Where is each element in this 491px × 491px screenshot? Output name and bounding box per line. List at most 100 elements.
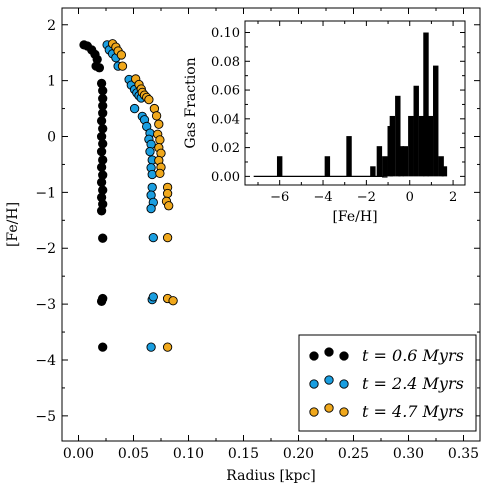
data-point — [148, 292, 158, 302]
histogram-bar — [427, 115, 434, 177]
data-point — [117, 61, 128, 71]
data-point — [98, 139, 108, 149]
y-tick-label: 2 — [47, 18, 56, 34]
histogram-bar — [418, 115, 425, 177]
histogram-bar — [389, 115, 396, 177]
inset-x-tick-label: −4 — [313, 190, 332, 205]
inset-y-tick-label: 0.06 — [211, 84, 240, 99]
data-point — [151, 111, 162, 121]
inset-x-tick-label: −6 — [270, 190, 289, 205]
y-axis-label: [Fe/H] — [5, 202, 21, 247]
histogram-bar — [402, 146, 409, 177]
data-point — [162, 342, 173, 352]
histogram-bar — [276, 156, 283, 177]
histogram-bar — [413, 85, 419, 177]
legend-label: t = 4.7 Myrs — [362, 402, 464, 421]
legend-marker — [309, 379, 319, 389]
data-point — [162, 188, 173, 199]
histogram-bar — [376, 146, 383, 177]
legend-marker — [309, 351, 319, 361]
data-point — [148, 232, 158, 243]
data-point — [98, 86, 108, 96]
data-point — [96, 177, 107, 187]
legend-marker — [324, 347, 334, 357]
data-point — [116, 50, 127, 60]
histogram-bar — [408, 115, 414, 177]
x-tick-label: 0.30 — [393, 446, 424, 462]
data-point — [98, 342, 108, 352]
x-tick-label: 0.15 — [228, 446, 259, 462]
y-tick-label: 0 — [47, 130, 56, 146]
x-tick-label: 0.35 — [448, 446, 479, 462]
y-tick-label: −1 — [35, 185, 56, 201]
histogram-bar — [370, 166, 376, 177]
inset-y-tick-label: 0.00 — [211, 170, 240, 185]
y-tick-label: −3 — [35, 297, 56, 313]
y-tick-label: −4 — [35, 353, 56, 369]
histogram-bar — [433, 65, 439, 177]
inset-y-tick-label: 0.08 — [211, 55, 240, 70]
x-tick-label: 0.25 — [338, 446, 369, 462]
main-scatter-plot: 0.00 0.05 0.10 0.15 0.20 0.25 0.30 0.35 −5 −4 −3 −2… — [5, 7, 481, 484]
inset-y-tick-label: 0.04 — [211, 112, 240, 127]
data-point — [168, 296, 178, 306]
histogram-bar — [324, 156, 331, 177]
histogram-bar — [382, 176, 388, 178]
data-point — [129, 103, 140, 114]
data-point — [96, 162, 107, 172]
data-point — [96, 116, 107, 126]
data-point — [155, 168, 165, 179]
inset-y-tick-label: 0.10 — [211, 26, 240, 41]
legend-marker — [339, 351, 349, 361]
histogram-bar — [438, 156, 444, 177]
legend-marker — [324, 375, 334, 385]
legend-marker — [339, 379, 349, 389]
legend-label: t = 2.4 Myrs — [362, 374, 464, 393]
legend-marker — [339, 407, 349, 417]
y-tick-label: −2 — [35, 241, 56, 257]
inset-x-tick-label: 2 — [449, 190, 457, 205]
histogram-bar — [423, 32, 429, 177]
data-point — [98, 124, 108, 134]
legend-marker — [309, 407, 319, 417]
data-point — [144, 94, 154, 105]
x-tick-label: 0.20 — [283, 446, 314, 462]
x-tick-label: 0.10 — [173, 446, 204, 462]
x-tick-label: 0.05 — [118, 446, 149, 462]
data-point — [147, 169, 157, 180]
histogram-bar — [398, 146, 404, 177]
histogram-bar — [441, 166, 448, 177]
data-point — [147, 182, 157, 192]
data-point — [145, 146, 155, 157]
histogram-bar — [382, 156, 388, 177]
data-point — [162, 232, 173, 243]
data-point — [146, 203, 156, 214]
data-point — [164, 201, 174, 211]
series-points — [107, 39, 178, 352]
x-tick-label: 0.00 — [63, 446, 94, 462]
inset-x-axis-label: [Fe/H] — [332, 209, 377, 225]
legend: t = 0.6 Myrs t = 2.4 Myrs t = 4.7 Myrs — [298, 334, 477, 432]
inset-x-tick-label: 0 — [406, 190, 414, 205]
histogram-bar — [346, 136, 352, 177]
inset-histogram: −6 −4 −2 0 2 0.00 0.02 0.04 0.06 0.08 0.10 [Fe/H] Ga… — [183, 20, 466, 225]
data-point — [98, 233, 108, 243]
data-point — [96, 206, 107, 216]
data-point — [96, 296, 107, 306]
series-points — [79, 40, 108, 352]
inset-y-axis-label: Gas Fraction — [183, 57, 199, 148]
data-point — [154, 119, 164, 129]
legend-marker — [324, 403, 334, 413]
inset-x-tick-label: −2 — [357, 190, 376, 205]
x-axis-label: Radius [kpc] — [226, 468, 316, 484]
data-point — [94, 63, 105, 73]
data-point — [155, 135, 165, 145]
legend-label: t = 0.6 Myrs — [362, 346, 464, 365]
y-tick-label: 1 — [47, 74, 56, 90]
y-tick-label: −5 — [35, 409, 56, 425]
data-point — [146, 342, 156, 352]
inset-y-tick-label: 0.02 — [211, 141, 240, 156]
histogram-bar — [395, 95, 401, 177]
data-point — [96, 146, 107, 157]
